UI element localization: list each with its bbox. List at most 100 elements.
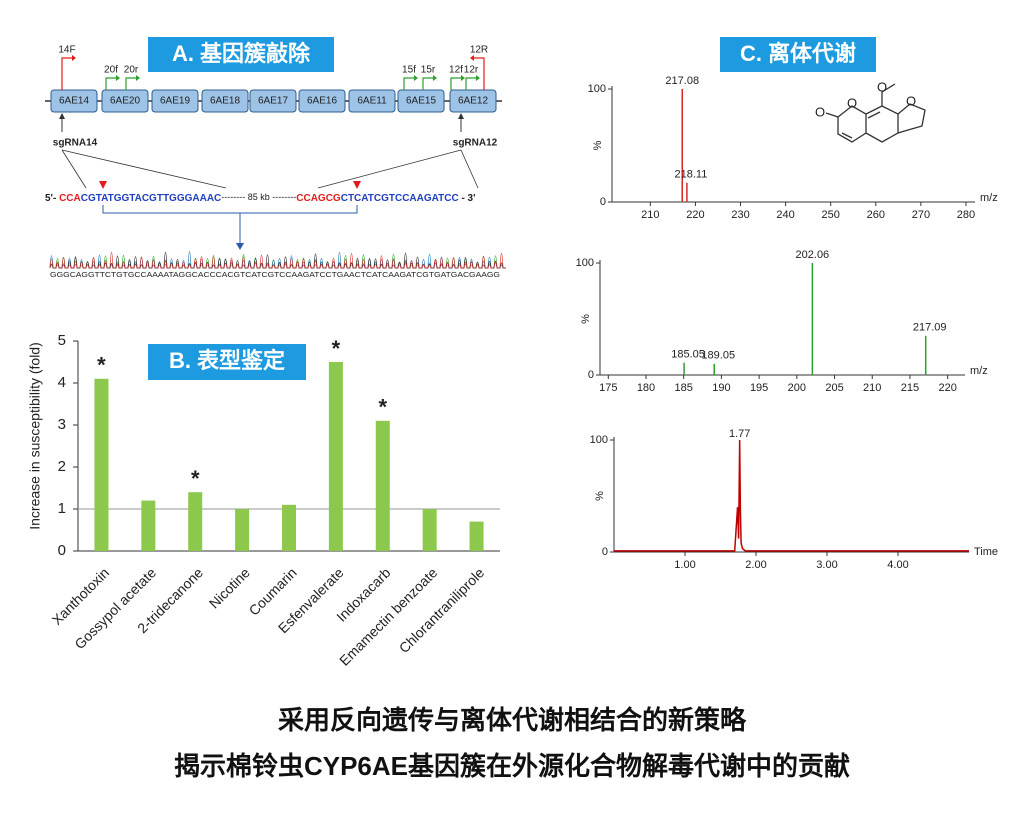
bar [328,362,343,551]
sequence-part: CTCATCGTCCAAGATCC [341,193,459,204]
x-tick-label: 195 [750,382,768,394]
x-tick-label: 2.00 [745,559,766,571]
sequence-part: - 3' [459,193,476,204]
significance-mark: * [97,353,106,378]
x-tick-label: 185 [675,382,693,394]
y-axis-label: % [580,314,592,324]
peak-label: 189.05 [701,350,735,362]
peak-label: 217.09 [913,322,947,334]
primer-arrowhead [470,55,474,61]
bar [375,420,390,551]
primer-arrowhead [116,75,120,81]
y-axis-label: Increase in susceptibility (fold) [27,342,43,530]
significance-mark: * [332,336,341,361]
gene-box [348,89,396,113]
sequence-part: CGTATGGTACGTTGGGAAAC [81,193,222,204]
cut-site [99,181,107,189]
y-tick-label: 3 [58,416,66,433]
gene-label: 6AE16 [307,96,337,107]
atom-label: O [877,79,887,94]
connector-line [317,149,462,189]
primer-label: 12r [464,65,479,76]
sgrna-arrowhead [458,113,464,119]
primer-arrowhead [414,75,418,81]
trace-peaks [49,251,506,269]
x-tick-label: 205 [825,382,843,394]
gene-box [151,89,199,113]
panel-b-title-box [148,344,306,380]
peak-label: 1.77 [729,428,750,440]
x-tick-label: 220 [686,209,704,221]
y-tick-label: 0 [600,196,606,208]
y-tick-label: 0 [588,369,594,381]
caption-line: 采用反向遗传与离体代谢相结合的新策略 [278,705,747,735]
molecule [825,83,926,143]
bar [282,504,296,551]
x-tick-label: 175 [599,382,617,394]
connector-line [460,149,479,189]
bar [188,492,203,551]
x-tick-label: Gossypol acetate [71,564,159,652]
primer-arrow [61,57,74,90]
y-tick-label: 100 [590,434,608,446]
peak-label: 217.08 [665,75,699,87]
gene-box [298,89,346,113]
sgrna-arrowhead [59,113,65,119]
sequence-part: CCA [59,193,81,204]
gene-box [397,89,445,113]
primer-arrow [465,77,478,90]
trace-sequence: GGGCAGGTTCTGTGCCAAAATAGGCACCCACGTCATCGTC… [50,272,500,279]
gene-label: 6AE12 [458,96,488,107]
sgrna-label: sgRNA12 [453,138,498,149]
x-tick-label: 210 [641,209,659,221]
primer-label: 12f [449,65,463,76]
x-tick-label: 280 [957,209,975,221]
atom-label: O [906,93,916,108]
gene-box [249,89,297,113]
panel-c-title-box [720,37,876,72]
primer-label: 20f [104,65,118,76]
x-tick-label: 260 [867,209,885,221]
sgrna-label: sgRNA14 [53,138,98,149]
y-tick-label: 4 [58,374,66,391]
x-tick-label: 1.00 [674,559,695,571]
primer-arrowhead [136,75,140,81]
y-tick-label: 5 [58,332,66,349]
y-axis-label: % [594,491,606,501]
gene-label: 6AE15 [406,96,436,107]
x-axis-label: m/z [970,365,988,377]
gene-label: 6AE19 [160,96,190,107]
significance-mark: * [378,395,387,420]
junction-bracket [102,205,358,214]
sequence-part: 5'- [45,193,59,204]
primer-arrowhead [433,75,437,81]
y-tick-label: 2 [58,458,66,475]
x-tick-label: 230 [731,209,749,221]
x-tick-label: 3.00 [816,559,837,571]
primer-arrow [472,57,485,90]
trace-line [614,439,969,552]
x-tick-label: Chlorantraniliprole [396,564,488,656]
gene-label: 6AE14 [59,96,89,107]
junction-arrowhead [236,243,244,250]
y-tick-label: 0 [602,546,608,558]
x-tick-label: Nicotine [206,564,253,611]
gene-label: 6AE20 [110,96,140,107]
bar [469,521,484,551]
sequence-part: CCAGCG [296,193,341,204]
atom-label: O [847,95,857,110]
x-tick-label: 4.00 [887,559,908,571]
significance-mark: * [191,466,200,491]
x-tick-label: 190 [712,382,730,394]
y-axis-label: % [592,140,604,150]
gene-label: 6AE11 [357,96,387,107]
primer-label: 15f [402,65,416,76]
x-tick-label: 215 [901,382,919,394]
bar [94,378,109,551]
y-tick-label: 1 [58,500,66,517]
x-axis-label: m/z [980,192,998,204]
x-tick-label: 270 [912,209,930,221]
y-tick-label: 100 [588,83,606,95]
primer-label: 12R [470,45,488,56]
primer-arrow [125,77,138,90]
